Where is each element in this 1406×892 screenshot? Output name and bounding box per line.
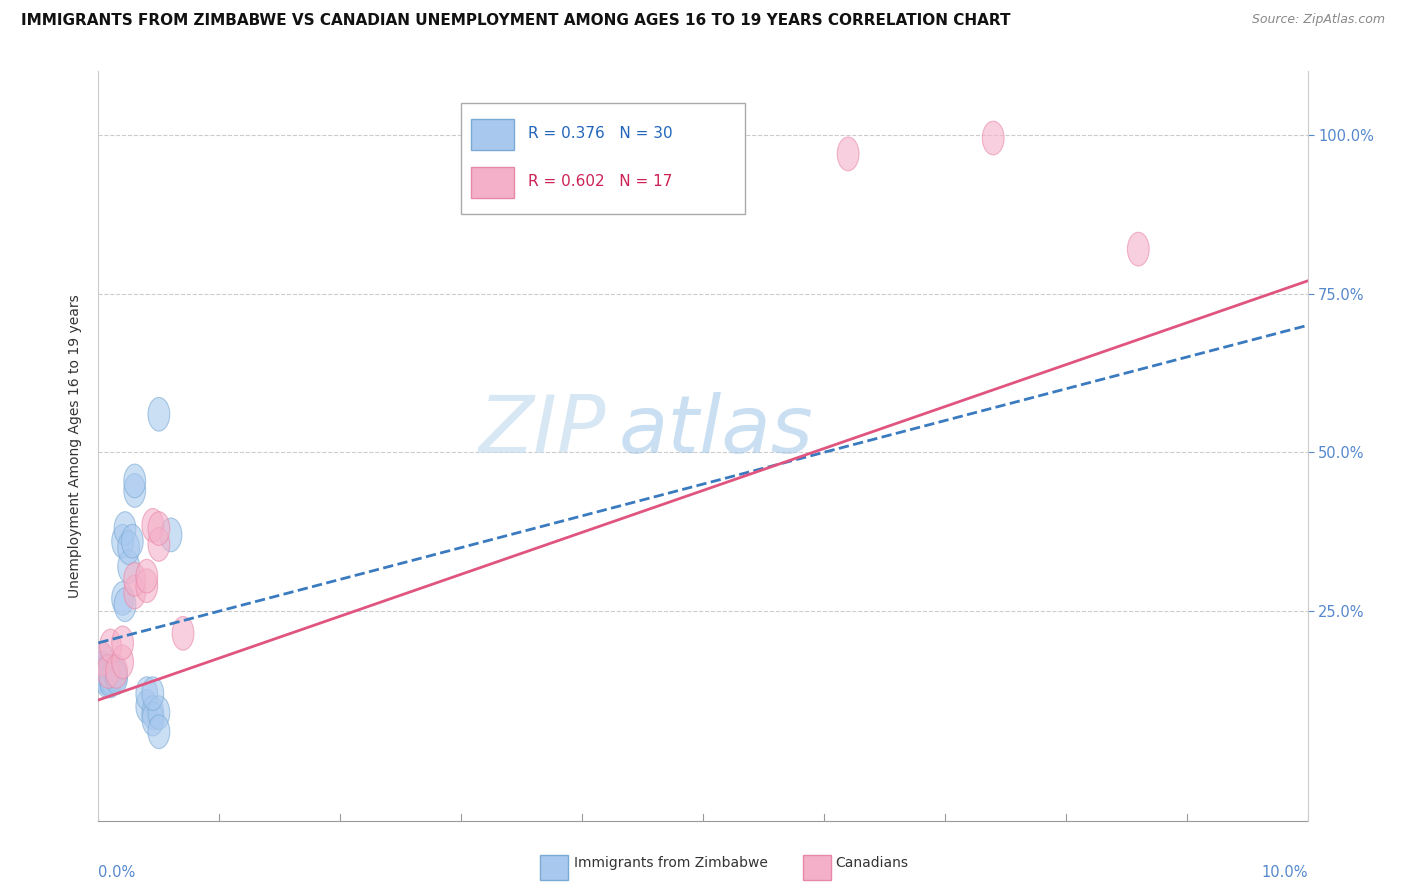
Ellipse shape [91, 642, 112, 675]
Ellipse shape [105, 661, 128, 695]
Ellipse shape [136, 690, 157, 723]
Text: R = 0.602   N = 17: R = 0.602 N = 17 [527, 174, 672, 189]
Ellipse shape [111, 582, 134, 615]
Ellipse shape [114, 588, 136, 622]
Ellipse shape [118, 549, 139, 583]
Ellipse shape [136, 569, 157, 603]
Ellipse shape [94, 657, 115, 691]
Text: R = 0.376   N = 30: R = 0.376 N = 30 [527, 126, 672, 141]
Ellipse shape [111, 645, 134, 679]
Ellipse shape [983, 121, 1004, 155]
Ellipse shape [100, 655, 121, 689]
Text: IMMIGRANTS FROM ZIMBABWE VS CANADIAN UNEMPLOYMENT AMONG AGES 16 TO 19 YEARS CORR: IMMIGRANTS FROM ZIMBABWE VS CANADIAN UNE… [21, 13, 1011, 29]
Text: Source: ZipAtlas.com: Source: ZipAtlas.com [1251, 13, 1385, 27]
Ellipse shape [124, 563, 146, 596]
Ellipse shape [142, 702, 163, 736]
Text: ZIP: ZIP [479, 392, 606, 470]
Ellipse shape [96, 664, 118, 698]
Ellipse shape [142, 696, 163, 730]
Ellipse shape [100, 664, 121, 698]
Text: Immigrants from Zimbabwe: Immigrants from Zimbabwe [574, 855, 768, 870]
Ellipse shape [136, 677, 157, 711]
Text: 0.0%: 0.0% [98, 865, 135, 880]
Ellipse shape [142, 508, 163, 542]
Ellipse shape [111, 626, 134, 660]
Ellipse shape [124, 474, 146, 508]
Text: atlas: atlas [619, 392, 813, 470]
Ellipse shape [148, 696, 170, 730]
Ellipse shape [142, 677, 163, 711]
Ellipse shape [124, 575, 146, 609]
Ellipse shape [114, 512, 136, 545]
Ellipse shape [97, 655, 120, 689]
Ellipse shape [118, 531, 139, 565]
Ellipse shape [837, 137, 859, 170]
Ellipse shape [121, 524, 143, 558]
Ellipse shape [105, 657, 128, 691]
Ellipse shape [100, 661, 121, 695]
Text: Canadians: Canadians [835, 855, 908, 870]
Ellipse shape [148, 512, 170, 545]
Ellipse shape [148, 714, 170, 748]
FancyBboxPatch shape [461, 103, 745, 214]
FancyBboxPatch shape [471, 119, 515, 150]
FancyBboxPatch shape [471, 167, 515, 198]
Ellipse shape [91, 642, 112, 675]
Ellipse shape [103, 655, 125, 689]
Ellipse shape [124, 464, 146, 498]
Ellipse shape [148, 527, 170, 561]
Ellipse shape [172, 616, 194, 650]
Text: 10.0%: 10.0% [1261, 865, 1308, 880]
Y-axis label: Unemployment Among Ages 16 to 19 years: Unemployment Among Ages 16 to 19 years [69, 294, 83, 598]
Ellipse shape [93, 651, 114, 685]
Ellipse shape [94, 655, 115, 689]
Ellipse shape [148, 398, 170, 431]
Ellipse shape [160, 518, 181, 552]
Ellipse shape [94, 661, 117, 695]
Ellipse shape [105, 655, 128, 689]
Ellipse shape [1128, 232, 1149, 266]
Ellipse shape [111, 524, 134, 558]
Ellipse shape [100, 629, 121, 663]
Ellipse shape [136, 559, 157, 593]
